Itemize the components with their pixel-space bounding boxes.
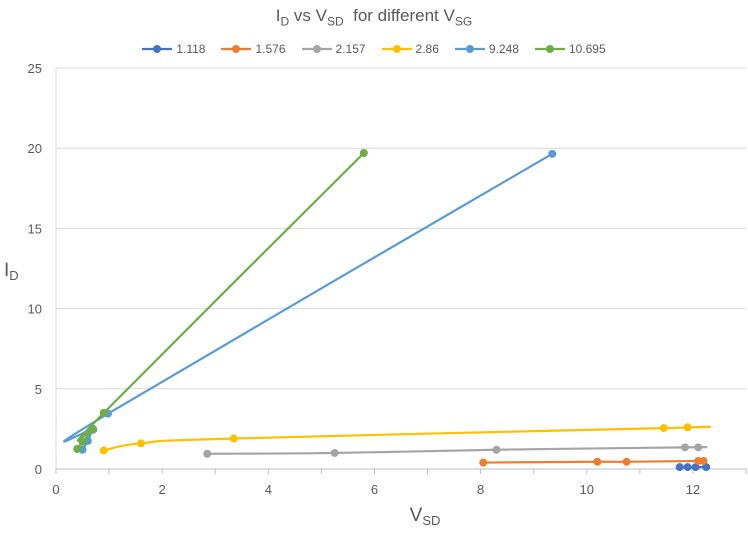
y-tick-label: 10 bbox=[28, 302, 42, 317]
legend-swatch bbox=[454, 45, 485, 53]
x-axis-title: VSD bbox=[410, 505, 441, 528]
data-point bbox=[99, 446, 108, 455]
series-line bbox=[76, 152, 365, 450]
legend-swatch-marker bbox=[153, 45, 162, 53]
data-point bbox=[89, 424, 98, 433]
data-point bbox=[78, 437, 87, 446]
x-tick-label: 10 bbox=[580, 482, 594, 497]
legend-item: 1.576 bbox=[221, 42, 286, 56]
legend-item: 2.86 bbox=[381, 42, 439, 56]
x-tick-label: 6 bbox=[371, 482, 378, 497]
legend-swatch bbox=[142, 45, 173, 53]
legend-swatch bbox=[534, 45, 565, 53]
x-tick-label: 0 bbox=[52, 482, 59, 497]
legend-item: 2.157 bbox=[301, 42, 366, 56]
data-point bbox=[548, 149, 557, 158]
series-line bbox=[103, 425, 712, 452]
series-2_86 bbox=[99, 423, 712, 455]
grid-lines bbox=[56, 67, 746, 390]
x-tick-label: 2 bbox=[159, 482, 166, 497]
x-tick-label: 12 bbox=[686, 482, 700, 497]
series-2_157 bbox=[203, 443, 708, 458]
data-point bbox=[691, 463, 700, 472]
axes bbox=[55, 68, 747, 474]
data-point bbox=[492, 445, 501, 454]
data-point bbox=[73, 444, 82, 453]
legend-label: 1.576 bbox=[255, 42, 286, 56]
y-tick-label: 25 bbox=[28, 61, 42, 76]
data-point bbox=[699, 456, 708, 465]
legend-label: 1.118 bbox=[176, 42, 206, 56]
legend-item: 10.695 bbox=[534, 42, 606, 56]
data-point bbox=[622, 457, 631, 466]
data-point bbox=[330, 448, 339, 457]
legend-label: 2.86 bbox=[415, 42, 439, 56]
x-tick-label: 8 bbox=[477, 482, 484, 497]
legend-swatch-marker bbox=[545, 45, 554, 53]
data-point bbox=[680, 443, 689, 452]
series-line bbox=[207, 446, 708, 455]
data-point bbox=[479, 458, 488, 467]
y-tick-label: 20 bbox=[28, 141, 42, 156]
x-tick-label: 4 bbox=[265, 482, 272, 497]
legend-swatch-marker bbox=[312, 45, 321, 53]
data-point bbox=[683, 423, 692, 432]
series-1_118 bbox=[675, 463, 711, 472]
data-point bbox=[675, 463, 684, 472]
data-point bbox=[229, 434, 238, 443]
legend-swatch-marker bbox=[392, 45, 401, 53]
tick-labels: 0 2 4 6 8 10 12 0 5 10 15 20 25 bbox=[28, 61, 701, 497]
series-line bbox=[63, 152, 553, 451]
legend-label: 10.695 bbox=[568, 42, 606, 56]
chart-title: ID vs VSD for different VSG bbox=[275, 6, 473, 29]
data-point bbox=[203, 449, 212, 458]
data-point bbox=[359, 149, 368, 158]
legend-swatch-marker bbox=[465, 45, 474, 53]
legend-item: 9.248 bbox=[454, 42, 519, 56]
legend-label: 2.157 bbox=[335, 42, 366, 56]
legend-item: 1.118 bbox=[142, 42, 205, 56]
legend-label: 9.248 bbox=[488, 42, 519, 56]
y-tick-label: 0 bbox=[35, 462, 42, 477]
series-layer bbox=[63, 149, 712, 472]
series-10_695 bbox=[73, 149, 368, 453]
data-point bbox=[659, 424, 668, 433]
legend-swatch bbox=[381, 45, 412, 53]
data-point bbox=[694, 443, 703, 452]
y-axis-title: ID bbox=[4, 260, 19, 283]
legend-swatch bbox=[221, 45, 252, 53]
series-1_576 bbox=[479, 456, 708, 467]
data-point bbox=[593, 457, 602, 466]
legend-swatch-marker bbox=[232, 45, 241, 53]
y-tick-label: 5 bbox=[35, 382, 42, 397]
legend-swatch bbox=[301, 45, 332, 53]
series-9_248 bbox=[63, 149, 557, 454]
data-point bbox=[683, 463, 692, 472]
data-point bbox=[99, 408, 108, 417]
data-point bbox=[136, 439, 145, 448]
data-point bbox=[702, 463, 711, 472]
y-tick-label: 15 bbox=[28, 221, 42, 236]
chart-legend: 1.118 1.576 2.157 2.86 9.248 10.695 bbox=[0, 42, 748, 56]
